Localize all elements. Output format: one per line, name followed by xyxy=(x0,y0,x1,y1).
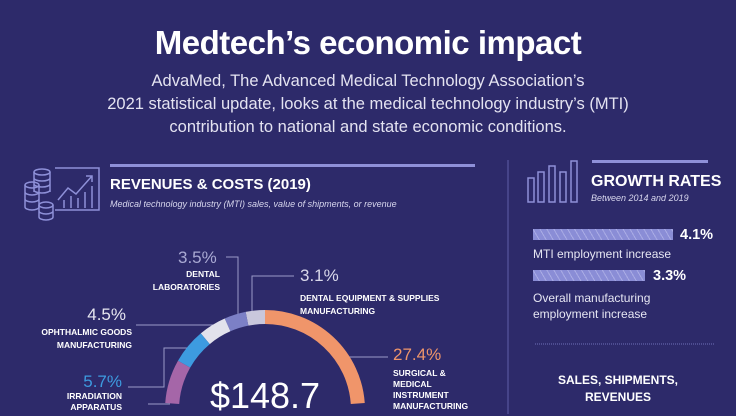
donut-chart xyxy=(165,310,365,405)
slice-value: 4.5% xyxy=(87,305,126,324)
donut-slice-other xyxy=(165,360,191,405)
donut-slice xyxy=(245,310,266,326)
donut-slice xyxy=(224,311,249,332)
slice-label: IRRADIATION APPARATUS xyxy=(66,391,122,412)
donut-center-value: $148.7 xyxy=(209,375,321,416)
slice-value: 5.7% xyxy=(83,372,122,391)
subtitle-line: contribution to national and state econo… xyxy=(169,118,567,136)
growth-label-line: Overall manufacturing xyxy=(533,291,651,305)
sales-heading-line: SALES, SHIPMENTS, xyxy=(557,373,679,387)
growth-label: Overall manufacturing employment increas… xyxy=(533,290,650,322)
growth-value: 3.3% xyxy=(653,268,687,284)
donut-slice xyxy=(200,318,231,345)
growth-value: 4.1% xyxy=(680,227,714,243)
bar-chart-icon xyxy=(527,160,578,203)
slice-label-text: DENTAL LABORATORIES xyxy=(152,269,220,292)
sales-heading-line: REVENUES xyxy=(584,390,652,404)
donut-slice xyxy=(264,310,365,405)
slice-value: 3.1% xyxy=(300,266,339,285)
revenues-subheading: Medical technology industry (MTI) sales,… xyxy=(110,199,397,209)
donut-slice xyxy=(177,333,210,368)
slice-label: DENTAL EQUIPMENT & SUPPLIES MANUFACTURIN… xyxy=(300,293,440,316)
growth-label: MTI employment increase xyxy=(533,247,672,261)
revenues-heading: REVENUES & COSTS (2019) xyxy=(110,176,311,193)
section-divider xyxy=(592,160,708,163)
slice-label: SURGICAL & MEDICAL INSTRUMENT MANUFACTUR… xyxy=(393,368,469,411)
growth-bar xyxy=(533,270,645,281)
slice-value: 3.5% xyxy=(178,248,217,267)
section-divider xyxy=(110,164,475,167)
growth-subheading: Between 2014 and 2019 xyxy=(591,193,689,203)
subtitle-line: 2021 statistical update, looks at the me… xyxy=(107,95,629,113)
subtitle-line: AdvaMed, The Advanced Medical Technology… xyxy=(151,72,585,90)
slice-label: OPHTHALMIC GOODS MANUFACTURING xyxy=(41,327,132,350)
coins-growth-chart-icon xyxy=(24,167,100,221)
growth-bar xyxy=(533,229,673,240)
growth-label-line: employment increase xyxy=(533,307,648,321)
slice-value: 27.4% xyxy=(393,345,442,364)
page-subtitle: AdvaMed, The Advanced Medical Technology… xyxy=(0,70,736,139)
growth-heading: GROWTH RATES xyxy=(591,173,722,190)
sales-heading: SALES, SHIPMENTS, REVENUES xyxy=(520,372,716,406)
page-title: Medtech’s economic impact xyxy=(154,24,582,61)
slice-label: DENTAL LABORATORIES xyxy=(120,268,220,294)
